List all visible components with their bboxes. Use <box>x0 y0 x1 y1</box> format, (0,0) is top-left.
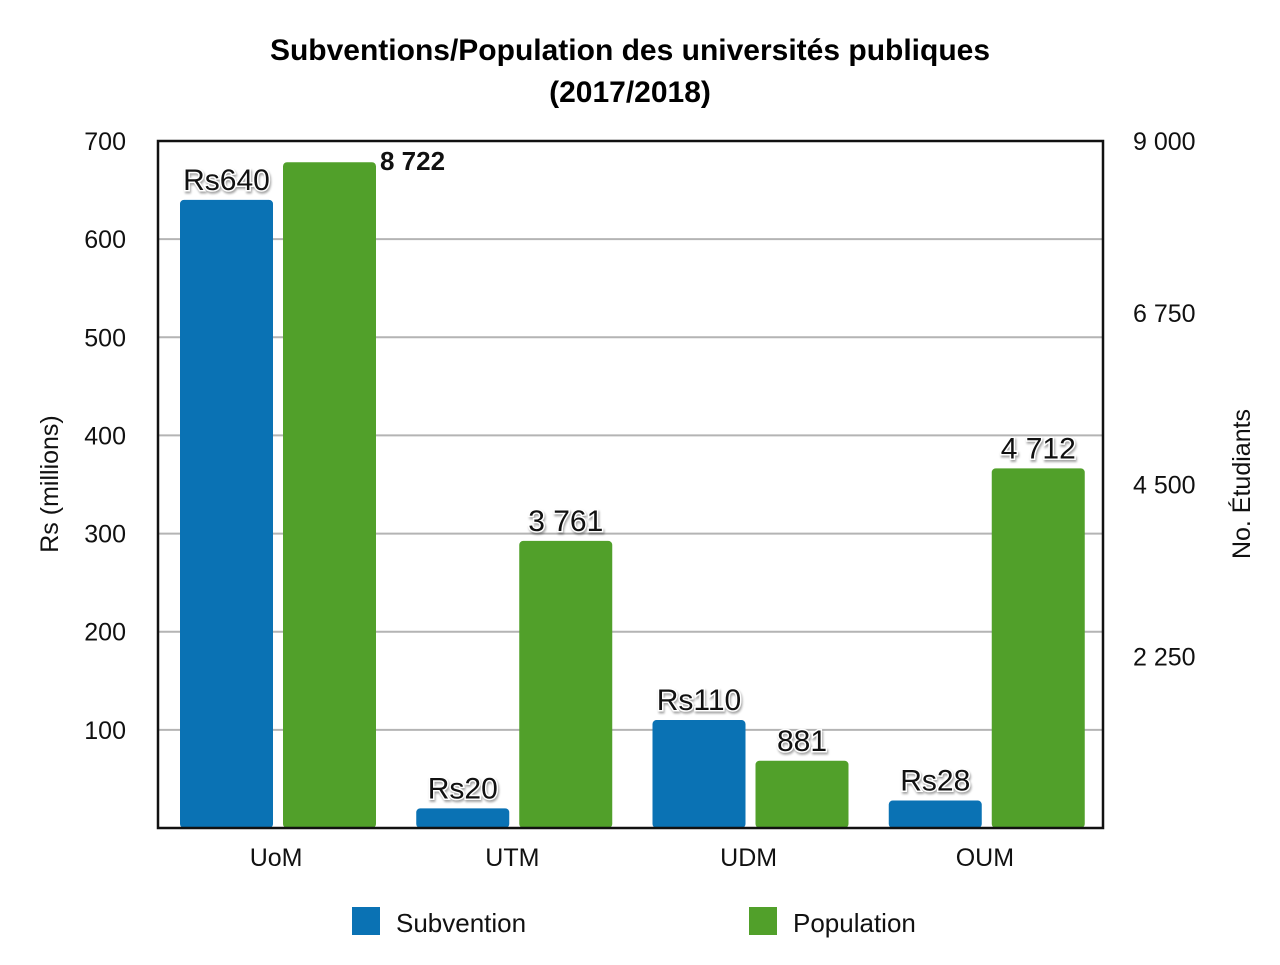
category-label-oum: OUM <box>956 844 1014 872</box>
left-tick-label: 200 <box>84 619 126 647</box>
category-labels: UoM UTM UDM OUM <box>250 844 1014 872</box>
bar-population-oum <box>991 468 1085 828</box>
left-tick-label: 700 <box>84 128 126 156</box>
legend-swatch-subvention <box>352 907 380 935</box>
bar-population-uom <box>283 162 376 828</box>
bar-subvention-utm <box>416 808 510 828</box>
category-label-udm: UDM <box>720 844 777 872</box>
left-tick-label: 100 <box>84 717 126 745</box>
data-label-population-uom: 8 722 <box>380 146 445 176</box>
y-axis-right-label: No. Étudiants <box>1227 409 1256 559</box>
legend-swatch-population <box>749 907 777 935</box>
left-tick-label: 400 <box>84 422 126 450</box>
bar-subvention-oum <box>888 800 982 828</box>
data-labels: Rs640 8 722 Rs20 3 761 Rs110 881 Rs28 4 712 <box>182 146 1078 807</box>
right-tick-label: 4 500 <box>1133 472 1196 500</box>
bar-population-utm <box>519 540 613 828</box>
chart-title-line1: Subventions/Population des universités p… <box>270 34 990 67</box>
data-label-subvention-utm: Rs20 <box>428 772 498 805</box>
chart-title-line2: (2017/2018) <box>549 76 711 109</box>
right-axis-ticks: 2 250 4 500 6 750 9 000 <box>1133 128 1196 671</box>
left-tick-label: 600 <box>84 226 126 254</box>
data-label-subvention-oum: Rs28 <box>900 765 970 798</box>
bar-subvention-uom <box>180 199 273 828</box>
bars <box>180 162 1085 828</box>
legend: Subvention Population <box>352 907 916 938</box>
right-tick-label: 9 000 <box>1133 128 1196 156</box>
y-axis-left-label: Rs (millions) <box>36 415 64 553</box>
bar-population-udm <box>755 760 849 828</box>
legend-label-subvention: Subvention <box>396 908 526 938</box>
data-label-population-utm: 3 761 <box>528 505 603 538</box>
left-tick-label: 300 <box>84 521 126 549</box>
data-label-subvention-udm: Rs110 <box>657 684 742 717</box>
left-axis-ticks: 100 200 300 400 500 600 700 <box>84 128 126 745</box>
left-tick-label: 500 <box>84 324 126 352</box>
right-tick-label: 6 750 <box>1133 300 1196 328</box>
data-label-population-udm: 881 <box>777 725 827 758</box>
data-label-population-oum: 4 712 <box>1001 432 1076 465</box>
category-label-uom: UoM <box>250 844 303 872</box>
data-label-subvention-uom: Rs640 <box>183 164 270 197</box>
legend-label-population: Population <box>793 908 916 938</box>
right-tick-label: 2 250 <box>1133 643 1196 671</box>
category-label-utm: UTM <box>485 844 539 872</box>
bar-subvention-udm <box>652 720 746 828</box>
plot-frame <box>156 139 1105 830</box>
